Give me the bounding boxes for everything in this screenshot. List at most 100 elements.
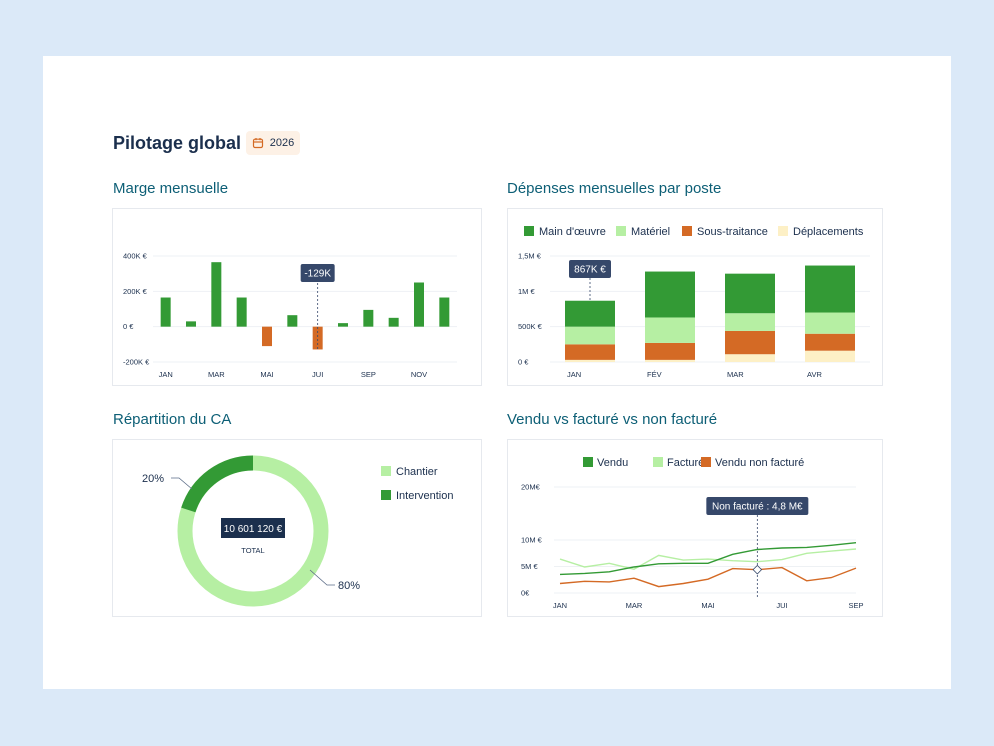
depenses-x-tick: AVR: [807, 370, 822, 379]
depenses-title: Dépenses mensuelles par poste: [507, 180, 722, 197]
repartition-total-label: TOTAL: [241, 546, 264, 555]
marge-card: 400K € 200K € 0 € -200K € JAN MAR MAI JUI SEP NOV…: [112, 208, 482, 386]
vendu-legend-label: Vendu non facturé: [715, 457, 804, 469]
vendu-card: 0€ 5M € 10M € 20M€ JAN MAR MAI JUI SEP Vendu Factu…: [507, 439, 883, 617]
repartition-total-value: 10 601 120 €: [224, 524, 283, 535]
year-filter[interactable]: 2026: [246, 131, 300, 155]
depenses-legend-label: Déplacements: [793, 226, 864, 238]
depenses-x-tick: FÉV: [647, 370, 662, 379]
repartition-legend-label: Chantier: [396, 466, 438, 478]
vendu-x-tick: MAR: [626, 601, 643, 610]
repartition-legend-swatch: [381, 466, 391, 476]
depenses-bar-segment: [725, 330, 775, 355]
marge-x-tick: JAN: [159, 370, 173, 379]
depenses-bar-segment: [565, 300, 615, 327]
vendu-y-tick: 20M€: [521, 483, 541, 492]
depenses-bar-segment: [725, 273, 775, 314]
repartition-leader-line: [309, 569, 335, 586]
repartition-title: Répartition du CA: [113, 411, 232, 428]
depenses-bar-segment: [565, 326, 615, 345]
depenses-y-tick: 1M €: [518, 287, 536, 296]
vendu-x-tick: JUI: [776, 601, 787, 610]
depenses-y-tick: 0 €: [518, 358, 529, 367]
vendu-y-tick: 5M €: [521, 562, 539, 571]
vendu-legend-swatch: [653, 457, 663, 467]
depenses-tooltip-label: 867K €: [574, 265, 606, 276]
depenses-legend-swatch: [524, 226, 534, 236]
repartition-percent-label: 20%: [142, 473, 164, 485]
page-title: Pilotage global: [113, 133, 242, 153]
depenses-legend-label: Sous-traitance: [697, 226, 768, 238]
marge-title: Marge mensuelle: [113, 180, 229, 197]
vendu-tooltip-label: Non facturé : 4,8 M€: [712, 502, 803, 513]
marge-x-tick: MAI: [260, 370, 273, 379]
vendu-chart: 0€ 5M € 10M € 20M€ JAN MAR MAI JUI SEP Vendu Factu…: [521, 457, 864, 610]
depenses-legend-swatch: [682, 226, 692, 236]
depenses-bar-segment: [645, 317, 695, 343]
vendu-series-line: [559, 566, 857, 588]
vendu-series-line: [559, 548, 857, 570]
marge-bar: [211, 262, 222, 327]
marge-bar: [312, 326, 323, 350]
depenses-bar-segment: [805, 333, 855, 351]
depenses-bar-segment: [725, 313, 775, 331]
marge-y-tick: -200K €: [123, 358, 150, 367]
depenses-y-tick: 500K €: [518, 322, 543, 331]
vendu-x-tick: SEP: [848, 601, 863, 610]
depenses-bar-segment: [805, 350, 855, 362]
depenses-legend-label: Main d'œuvre: [539, 226, 606, 238]
vendu-x-tick: JAN: [553, 601, 567, 610]
repartition-leader-line: [171, 477, 193, 490]
repartition-total-box: [221, 518, 285, 538]
vendu-legend-label: Vendu: [597, 457, 628, 469]
depenses-y-tick: 1,5M €: [518, 252, 542, 261]
depenses-legend-swatch: [778, 226, 788, 236]
depenses-bar-segment: [565, 344, 615, 360]
depenses-tooltip-box: [569, 260, 611, 278]
marge-tooltip-box: [300, 264, 335, 282]
vendu-tooltip-box: [706, 497, 809, 515]
marge-bar: [186, 321, 196, 327]
marge-bar: [236, 297, 247, 327]
depenses-legend-label: Matériel: [631, 226, 670, 238]
vendu-legend-swatch: [583, 457, 593, 467]
marge-x-tick: NOV: [411, 370, 427, 379]
repartition-card: 10 601 120 € TOTAL 20% 80% Chantier Intervent…: [112, 439, 482, 617]
vendu-legend-label: Facturé: [667, 457, 704, 469]
vendu-x-tick: MAI: [701, 601, 714, 610]
depenses-bar-segment: [725, 354, 775, 362]
vendu-y-tick: 10M €: [521, 536, 543, 545]
marge-tooltip-label: -129K: [304, 269, 331, 280]
vendu-tooltip-marker: [752, 564, 763, 575]
depenses-card: 0 € 500K € 1M € 1,5M € Main d'œuvre Matériel S…: [507, 208, 883, 386]
calendar-icon: [252, 138, 263, 149]
marge-bar: [338, 323, 348, 327]
marge-bar: [388, 317, 399, 327]
depenses-bar-segment: [805, 312, 855, 334]
marge-x-tick: MAR: [208, 370, 225, 379]
year-label: 2026: [269, 137, 295, 149]
depenses-x-tick: JAN: [567, 370, 581, 379]
dashboard-sheet: Pilotage global 2026 Marge mensuelle 400…: [43, 56, 951, 689]
vendu-title: Vendu vs facturé vs non facturé: [507, 411, 718, 428]
depenses-bar-segment: [805, 265, 855, 313]
marge-bar: [439, 297, 450, 327]
repartition-legend-label: Intervention: [396, 490, 453, 502]
marge-bar: [160, 297, 171, 327]
marge-x-tick: JUI: [312, 370, 323, 379]
vendu-y-tick: 0€: [521, 589, 530, 598]
depenses-legend-swatch: [616, 226, 626, 236]
repartition-slice-intervention: [181, 455, 254, 513]
marge-bar: [414, 282, 424, 327]
depenses-bar-segment: [565, 359, 615, 362]
marge-chart: 400K € 200K € 0 € -200K € JAN MAR MAI JUI SEP NOV…: [123, 252, 457, 379]
marge-y-tick: 0 €: [123, 322, 134, 331]
marge-bar: [287, 315, 298, 327]
depenses-bar-segment: [645, 359, 695, 362]
repartition-legend-swatch: [381, 490, 391, 500]
depenses-bar-segment: [645, 342, 695, 360]
marge-bar: [262, 326, 272, 347]
marge-y-tick: 200K €: [123, 287, 148, 296]
depenses-bar-segment: [645, 271, 695, 318]
depenses-x-tick: MAR: [727, 370, 744, 379]
